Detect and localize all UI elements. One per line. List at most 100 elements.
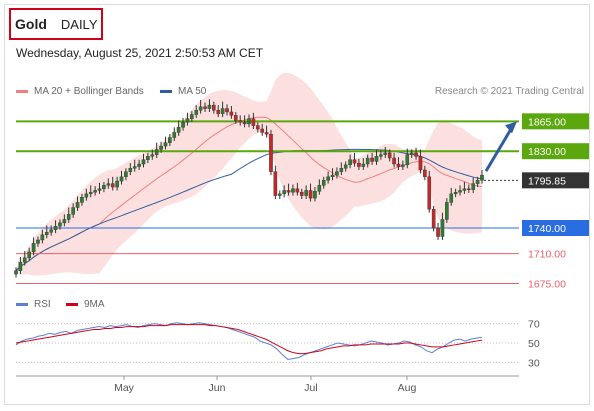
candle-body (409, 152, 414, 155)
candle-body (53, 226, 58, 230)
legend-swatch (66, 303, 78, 306)
candle-body (75, 202, 80, 208)
candle-body (339, 168, 344, 172)
candle-body (124, 171, 128, 177)
candle-body (71, 207, 75, 215)
research-credit: Research © 2021 Trading Central (434, 86, 584, 97)
candle-body (27, 251, 31, 259)
candle-body (299, 191, 304, 196)
candle-body (106, 183, 111, 186)
x-tick-label: Aug (398, 382, 417, 394)
candle-body (132, 166, 137, 169)
candle-body (475, 180, 480, 184)
candle-body (321, 180, 326, 186)
candle-body (62, 219, 67, 224)
legend-label: 9MA (84, 299, 105, 310)
candle-body (84, 193, 89, 198)
candle-body (128, 168, 133, 172)
level-label: 1830.00 (528, 146, 566, 158)
legend-swatch (16, 90, 28, 93)
candle-body (168, 137, 172, 143)
candle-body (115, 180, 119, 188)
rsi-tick-label: 70 (528, 319, 540, 331)
candle-body (176, 127, 181, 133)
candle-body (110, 183, 115, 188)
level-label: 1675.00 (528, 278, 566, 290)
candle-body (14, 270, 18, 275)
x-tick-label: May (114, 382, 135, 394)
candle-body (317, 185, 322, 192)
candle-body (414, 152, 418, 157)
level-label: 1795.85 (528, 175, 566, 187)
candle-body (212, 104, 216, 111)
level-label: 1710.00 (528, 249, 566, 261)
candle-body (436, 227, 440, 237)
level-tag-1865.00 (522, 113, 589, 130)
level-tag-1795.85 (522, 172, 589, 189)
candle-body (225, 108, 229, 113)
candle-body (273, 171, 278, 196)
legend-label: MA 20 + Bollinger Bands (34, 86, 144, 97)
candle-body (326, 176, 330, 181)
candle-body (480, 174, 484, 181)
candle-body (216, 110, 221, 114)
candle-body (185, 118, 190, 123)
candle-body (229, 111, 234, 116)
candle-body (467, 188, 471, 190)
legend-label: RSI (34, 299, 51, 310)
candle-body (471, 183, 476, 190)
candle-body (190, 114, 194, 119)
candle-body (304, 190, 308, 196)
candle-body (22, 257, 27, 263)
candle-body (119, 176, 124, 182)
legend-ma20-bb: MA 20 + Bollinger Bands (16, 86, 144, 97)
candle-body (357, 162, 361, 167)
candle-body (234, 115, 238, 121)
rsi-series-rsi (15, 322, 483, 360)
candle-body (449, 193, 454, 203)
instrument-header[interactable]: Gold DAILY (9, 8, 103, 40)
candle-body (40, 234, 45, 241)
rsi-tick-label: 30 (528, 357, 540, 369)
candle-body (150, 154, 155, 157)
candle-body (458, 190, 462, 193)
candle-body (352, 159, 357, 164)
candle-body (335, 171, 339, 176)
candle-body (383, 152, 388, 155)
candle-body (102, 185, 106, 189)
candle-body (401, 164, 405, 167)
legend-9ma: 9MA (66, 299, 105, 310)
candle-body (392, 157, 396, 165)
x-tick-label: Jun (209, 382, 226, 394)
candle-body (379, 154, 383, 157)
candle-body (255, 125, 260, 130)
candle-body (440, 219, 445, 237)
rsi-tick-label: 50 (528, 338, 540, 350)
candle-body (242, 121, 247, 125)
candle-body (203, 106, 207, 109)
candle-body (18, 261, 23, 271)
candle-body (365, 157, 370, 165)
candle-body (313, 191, 317, 199)
candle-body (370, 157, 374, 162)
candle-body (286, 190, 291, 193)
candle-body (49, 229, 53, 233)
candle-body (93, 190, 97, 193)
ma50-line (15, 148, 483, 272)
legend-swatch (16, 303, 28, 306)
forecast-arrow-head (505, 121, 517, 134)
candle-body (66, 214, 71, 220)
candle-body (31, 243, 36, 253)
candle-body (247, 118, 251, 125)
candle-body (163, 142, 168, 147)
chart-frame (4, 4, 590, 405)
legend-label: MA 50 (178, 86, 207, 97)
legend-rsi: RSI (16, 299, 51, 310)
candle-body (220, 108, 225, 114)
rsi-series-9ma (15, 324, 483, 355)
candle-body (80, 197, 84, 203)
candle-body (396, 163, 401, 167)
candle-body (251, 118, 256, 126)
candle-body (264, 132, 269, 135)
